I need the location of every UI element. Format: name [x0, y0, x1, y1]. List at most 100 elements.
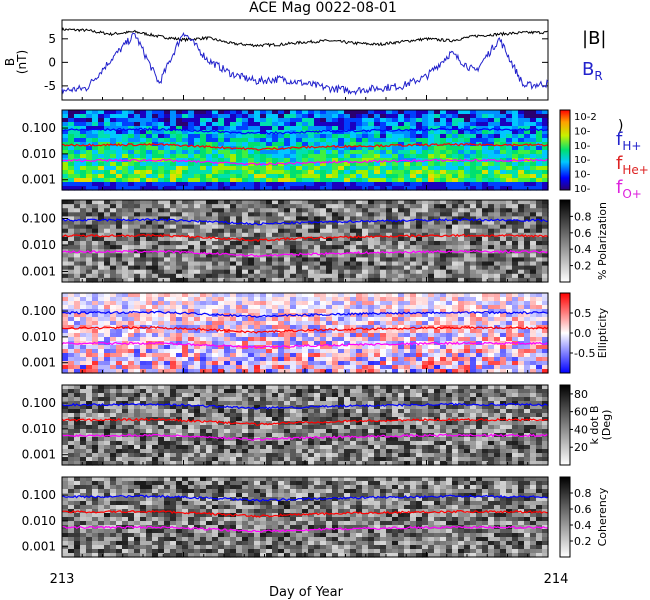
spectrogram-cell [86, 361, 93, 366]
spectrogram-cell [254, 204, 261, 209]
spectrogram-cell [254, 220, 261, 226]
spectrogram-cell [122, 204, 129, 209]
spectrogram-cell [314, 353, 321, 358]
spectrogram-cell [500, 200, 507, 205]
spectrogram-cell [458, 126, 465, 131]
spectrogram-cell [152, 253, 159, 258]
spectrogram-cell [182, 277, 189, 283]
spectrogram-cell [122, 361, 129, 366]
spectrogram-cell [176, 253, 183, 258]
spectrogram-cell [62, 269, 69, 275]
spectrogram-cell [422, 261, 429, 267]
spectrogram-cell [452, 200, 459, 205]
spectrogram-cell [362, 261, 369, 267]
spectrogram-cell [134, 178, 141, 183]
spectrogram-cell [446, 178, 453, 183]
spectrogram-cell [296, 365, 303, 370]
spectrogram-cell [344, 333, 351, 338]
spectrogram-cell [326, 305, 333, 310]
spectrogram-cell [458, 277, 465, 283]
spectrogram-cell [500, 224, 507, 230]
spectrogram-cell [452, 130, 459, 135]
spectrogram-cell [218, 317, 225, 322]
spectrogram-cell [386, 146, 393, 151]
spectrogram-cell [338, 269, 345, 275]
spectrogram-cell [488, 130, 495, 135]
spectrogram-cell [344, 208, 351, 213]
spectrogram-cell [62, 208, 69, 213]
spectrogram-cell [500, 297, 507, 302]
line-fh [61, 218, 549, 226]
spectrogram-cell [182, 345, 189, 350]
spectrogram-cell [542, 365, 549, 370]
spectrogram-cell [164, 321, 171, 326]
spectrogram-cell [266, 305, 273, 310]
spectrogram-cell [482, 212, 489, 217]
spectrogram-cell [446, 309, 453, 314]
spectrogram-cell [224, 122, 231, 127]
spectrogram-cell [488, 118, 495, 123]
spectrogram-cell [380, 277, 387, 283]
spectrogram-cell [494, 313, 501, 318]
spectrogram-cell [86, 220, 93, 226]
spectrogram-cell [386, 150, 393, 155]
spectrogram-cell [176, 269, 183, 275]
line-fhe [62, 142, 548, 151]
spectrogram-cell [206, 224, 213, 230]
spectrogram-cell [176, 138, 183, 143]
spectrogram-cell [68, 257, 75, 263]
spectrogram-cell [374, 232, 381, 238]
spectrogram-cell [398, 337, 405, 342]
spectrogram-cell [98, 166, 105, 171]
spectrogram-cell [446, 241, 453, 246]
spectrogram-cell [284, 317, 291, 322]
spectrogram-cell [248, 301, 255, 306]
spectrogram-cell [242, 325, 249, 330]
spectrogram-cell [386, 245, 393, 250]
spectrogram-cell [110, 224, 117, 230]
spectrogram-cell [272, 257, 279, 263]
spectrogram-cell [140, 236, 147, 242]
spectrogram-cell [356, 321, 363, 326]
spectrogram-cell [212, 220, 219, 226]
spectrogram-cell [392, 321, 399, 326]
spectrogram-cell [482, 321, 489, 326]
spectrogram-cell [122, 150, 129, 155]
spectrogram-cell [404, 253, 411, 258]
spectrogram-cell [344, 305, 351, 310]
spectrogram-cell [176, 126, 183, 131]
spectrogram-cell [428, 186, 435, 191]
spectrogram-cell [248, 138, 255, 143]
spectrogram-cell [158, 162, 165, 167]
spectrogram-cell [62, 114, 69, 119]
spectrogram-cell [386, 261, 393, 267]
spectrogram-cell [410, 182, 417, 187]
spectrogram-cell [518, 357, 525, 362]
spectrogram-cell [158, 228, 165, 234]
spectrogram-cell [518, 241, 525, 246]
spectrogram-cell [344, 353, 351, 358]
spectrogram-cell [326, 369, 333, 374]
spectrogram-cell [98, 162, 105, 167]
spectrogram-cell [530, 365, 537, 370]
spectrogram-cell [122, 154, 129, 159]
spectrogram-cell [458, 297, 465, 302]
spectrogram-cell [62, 174, 69, 179]
spectrogram-cell [524, 365, 531, 370]
spectrogram-cell [128, 212, 135, 217]
spectrogram-cell [296, 122, 303, 127]
spectrogram-cell [452, 204, 459, 209]
spectrogram-cell [104, 224, 111, 230]
spectrogram-cell [248, 309, 255, 314]
spectrogram-cell [386, 142, 393, 147]
spectrogram-cell [110, 200, 117, 205]
spectrogram-cell [302, 313, 309, 318]
spectrogram-cell [248, 321, 255, 326]
spectrogram-cell [296, 174, 303, 179]
spectrogram-cell [368, 277, 375, 283]
spectrogram-cell [74, 349, 81, 354]
spectrogram-cell [62, 337, 69, 342]
spectrogram-cell [350, 329, 357, 334]
spectrogram-cell [320, 341, 327, 346]
spectrogram-cell [308, 154, 315, 159]
